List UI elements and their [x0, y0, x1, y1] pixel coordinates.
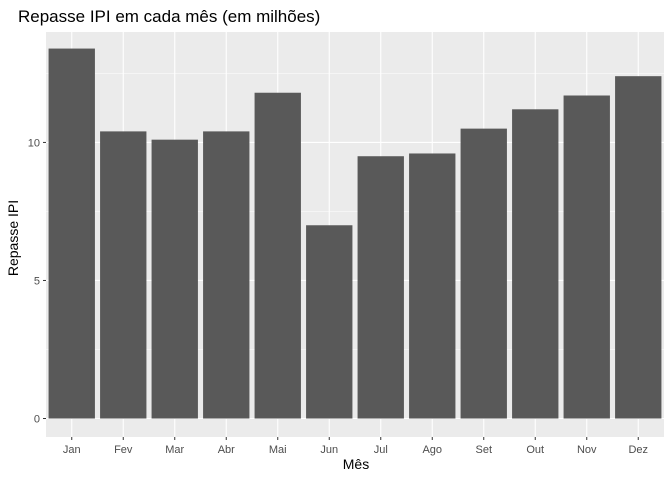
- bar-mar: [151, 139, 198, 419]
- bar-dez: [615, 76, 662, 419]
- bar-abr: [203, 131, 250, 419]
- bar-out: [512, 109, 559, 419]
- bar-ago: [409, 153, 456, 419]
- bar-jan: [48, 48, 95, 419]
- y-tick-label: 10: [28, 137, 40, 149]
- x-tick-label: Nov: [577, 444, 597, 456]
- x-tick-label: Mai: [269, 444, 287, 456]
- y-tick-label: 5: [34, 275, 40, 287]
- y-tick-label: 0: [34, 414, 40, 426]
- x-tick-label: Set: [475, 444, 492, 456]
- x-tick-label: Jun: [320, 444, 338, 456]
- bar-set: [460, 128, 507, 419]
- bar-nov: [563, 95, 610, 419]
- plot-panel: [46, 32, 664, 437]
- y-axis: 0 5 10: [28, 137, 46, 426]
- x-tick-label: Abr: [218, 444, 235, 456]
- x-axis-title: Mês: [343, 456, 369, 472]
- x-tick-label: Dez: [628, 444, 648, 456]
- grid-minor-lines: [46, 73, 664, 350]
- x-tick-label: Ago: [422, 444, 442, 456]
- x-tick-label: Out: [526, 444, 544, 456]
- bar-jul: [357, 156, 404, 419]
- bars: [48, 48, 662, 419]
- chart-title: Repasse IPI em cada mês (em milhões): [18, 7, 320, 26]
- bar-mai: [254, 92, 301, 419]
- x-axis: Jan Fev Mar Abr Mai Jun Jul Ago Set Out Nov Dez: [63, 437, 648, 456]
- x-tick-label: Jul: [374, 444, 388, 456]
- bar-fev: [100, 131, 147, 419]
- x-tick-label: Mar: [165, 444, 184, 456]
- y-axis-title: Repasse IPI: [5, 200, 21, 276]
- x-tick-label: Fev: [114, 444, 133, 456]
- bar-jun: [306, 225, 353, 419]
- x-tick-label: Jan: [63, 444, 81, 456]
